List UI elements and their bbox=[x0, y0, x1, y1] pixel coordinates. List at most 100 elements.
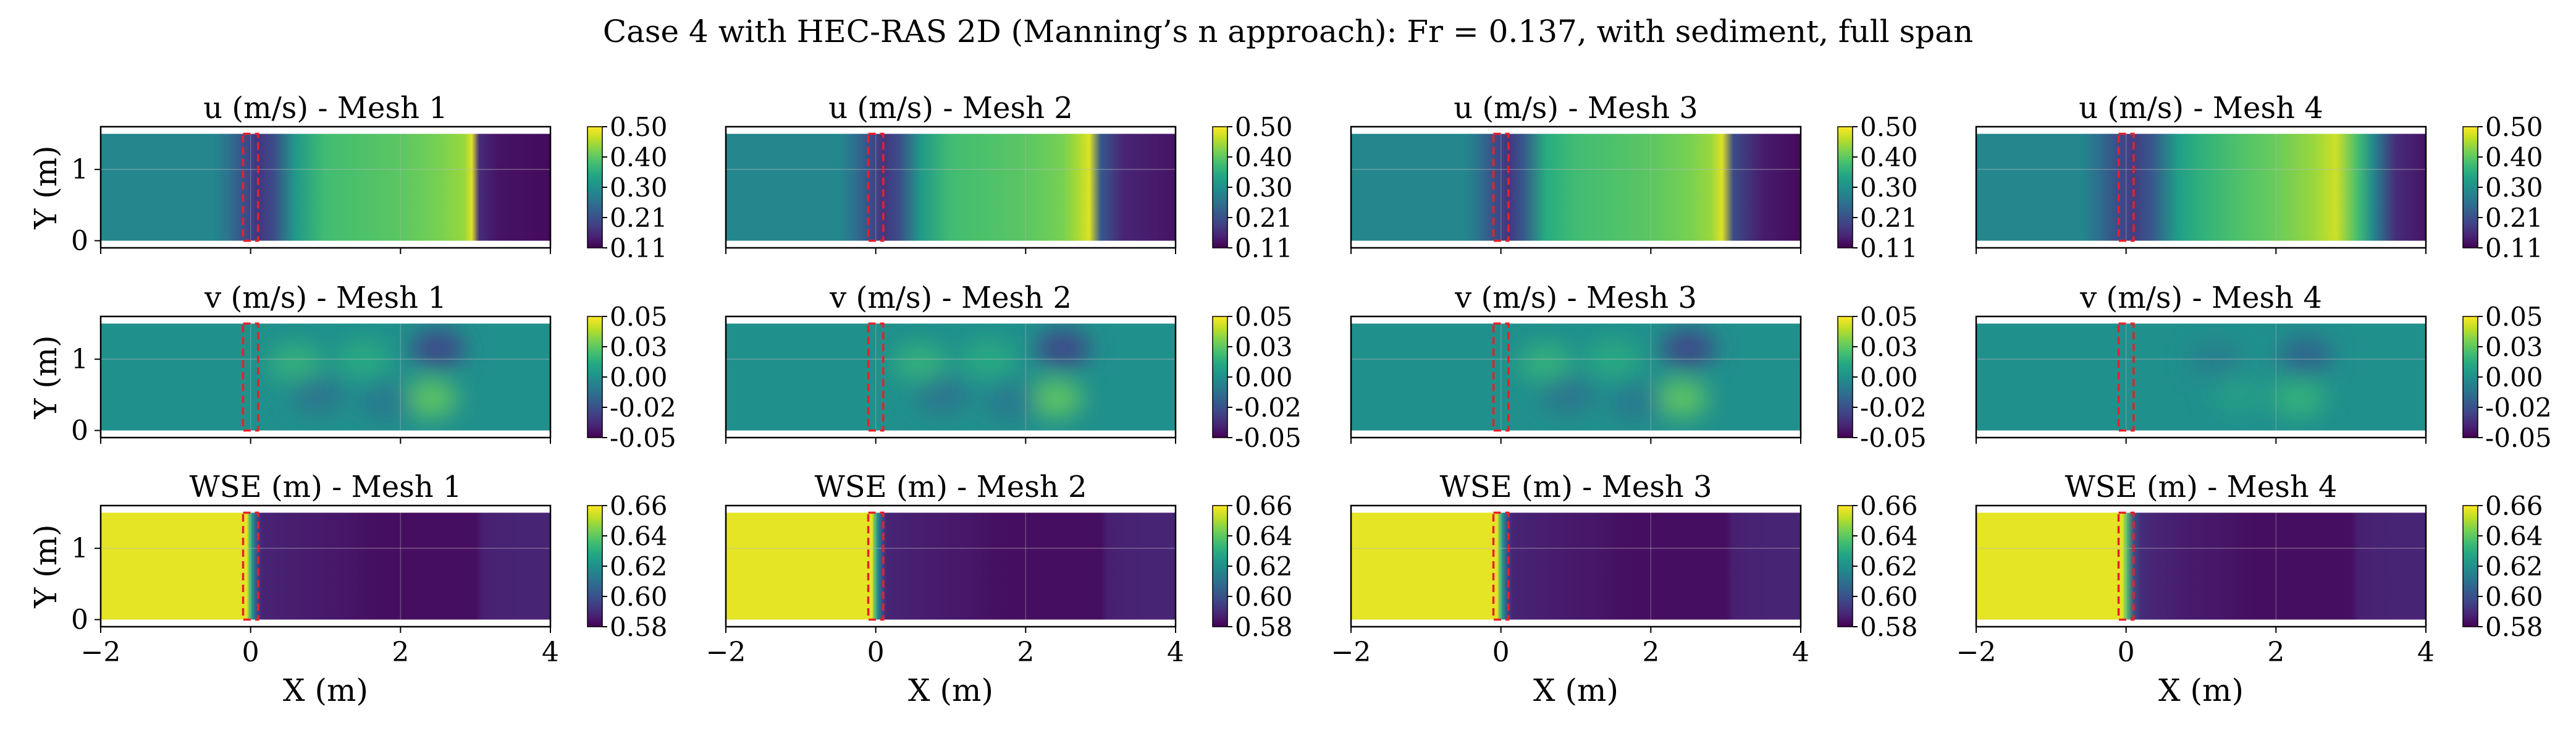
anomaly-layer bbox=[893, 329, 1090, 422]
heatmap-field bbox=[101, 323, 550, 431]
colorbar: 0.050.030.00-0.02-0.05 bbox=[1837, 302, 1927, 453]
heatmap-cells bbox=[1351, 134, 1801, 241]
colorbar-tick-label: -0.02 bbox=[1235, 392, 1302, 423]
colorbar-tick-label: 0.60 bbox=[610, 582, 668, 612]
x-tick-label: −2 bbox=[706, 637, 746, 668]
heatmap-anomaly bbox=[358, 382, 413, 422]
colorbar-tick-label: 0.40 bbox=[1235, 142, 1293, 172]
x-tick-label: 0 bbox=[242, 637, 259, 668]
axes-frame bbox=[1975, 315, 2427, 439]
heatmap-cells bbox=[1976, 323, 2426, 431]
heatmap-field bbox=[1976, 512, 2426, 620]
colorbar-tick-label: 0.64 bbox=[2485, 521, 2543, 551]
heatmap-anomaly bbox=[1541, 375, 1596, 415]
subplot-u-mesh-3: u (m/s) - Mesh 3 0.500.400.300.210.11 bbox=[1350, 91, 1918, 263]
heatmap-anomaly bbox=[2211, 375, 2266, 415]
x-tick-label: −2 bbox=[81, 637, 121, 668]
colorbar-tick-label: 0.66 bbox=[1235, 491, 1293, 521]
x-tick-label: −2 bbox=[1331, 637, 1371, 668]
heatmap-anomaly bbox=[291, 375, 345, 415]
y-tick-label: 1 bbox=[71, 344, 88, 375]
colorbar: 0.660.640.620.600.58 bbox=[1212, 491, 1293, 642]
heatmap-anomaly bbox=[1029, 379, 1083, 418]
heatmap-field bbox=[726, 323, 1176, 431]
colorbar-swatch bbox=[1837, 126, 1853, 248]
colorbar-tick-label: 0.00 bbox=[610, 362, 668, 392]
colorbar-tick-label: 0.58 bbox=[610, 612, 668, 642]
colorbar: 0.050.030.00-0.02-0.05 bbox=[587, 302, 676, 453]
axes-frame bbox=[99, 125, 552, 249]
element-outline-box bbox=[242, 132, 259, 242]
colorbar-swatch bbox=[1212, 505, 1228, 627]
colorbar-tick-label: -0.05 bbox=[2485, 423, 2552, 453]
element-outline-box bbox=[867, 322, 885, 432]
axes-frame bbox=[1975, 504, 2427, 628]
subplot-title: u (m/s) - Mesh 2 bbox=[828, 91, 1073, 125]
colorbar: 0.500.400.300.210.11 bbox=[1837, 112, 1918, 263]
colorbar-tick-label: 0.58 bbox=[1860, 612, 1918, 642]
anomaly-layer bbox=[1518, 329, 1715, 422]
colorbar-tick-label: 0.05 bbox=[1860, 302, 1918, 332]
colorbar-swatch bbox=[2462, 316, 2478, 438]
colorbar-swatch bbox=[587, 126, 603, 248]
x-axis-label: X (m) bbox=[2158, 672, 2244, 708]
colorbar-tick-label: 0.60 bbox=[2485, 582, 2543, 612]
heatmap-field bbox=[1351, 323, 1801, 431]
heatmap-anomaly bbox=[403, 379, 458, 418]
x-tick-label: 0 bbox=[867, 637, 885, 668]
colorbar-swatch bbox=[1212, 316, 1228, 438]
colorbar-tick-label: 0.62 bbox=[610, 551, 668, 582]
heatmap-anomaly bbox=[983, 382, 1038, 422]
colorbar-tick-label: 0.30 bbox=[1235, 172, 1293, 203]
colorbar-tick-label: 0.64 bbox=[1235, 521, 1293, 551]
heatmap-field bbox=[101, 134, 550, 241]
colorbar-tick-label: 0.40 bbox=[610, 142, 668, 172]
element-outline-box bbox=[1492, 132, 1510, 242]
colorbar: 0.050.030.00-0.02-0.05 bbox=[1212, 302, 1302, 453]
colorbar: 0.660.640.620.600.58 bbox=[587, 491, 668, 642]
subplot-title: WSE (m) - Mesh 3 bbox=[1439, 470, 1712, 504]
element-outline-box bbox=[2117, 322, 2135, 432]
heatmap-cells bbox=[1351, 512, 1801, 620]
subplot-v-mesh-3: v (m/s) - Mesh 3 0.050.030.00-0.02-0.05 bbox=[1350, 281, 1927, 453]
colorbar-tick-label: -0.05 bbox=[610, 423, 676, 453]
heatmap-anomaly bbox=[2279, 336, 2333, 375]
anomaly-layer bbox=[268, 329, 465, 422]
x-tick-label: 4 bbox=[1167, 637, 1184, 668]
colorbar-tick-label: 0.60 bbox=[1860, 582, 1918, 612]
subplot-u-mesh-4: u (m/s) - Mesh 4 0.500.400.300.210.11 bbox=[1975, 91, 2543, 263]
colorbar-tick-label: 0.40 bbox=[1860, 142, 1918, 172]
colorbar-swatch bbox=[1837, 505, 1853, 627]
axes-frame bbox=[725, 504, 1177, 628]
colorbar: 0.660.640.620.600.58 bbox=[1837, 491, 1918, 642]
colorbar-swatch bbox=[587, 316, 603, 438]
subplot-u-mesh-1: u (m/s) - Mesh 1 0 1Y (m) 0.500.400.300.210… bbox=[28, 91, 668, 263]
heatmap-anomaly bbox=[961, 339, 1016, 379]
colorbar-tick-label: 0.00 bbox=[2485, 362, 2543, 392]
colorbar-tick-label: 0.58 bbox=[1235, 612, 1293, 642]
axes-frame bbox=[1350, 125, 1802, 249]
colorbar-tick-label: 0.50 bbox=[1860, 112, 1918, 142]
colorbar-swatch bbox=[587, 505, 603, 627]
colorbar: 0.050.030.00-0.02-0.05 bbox=[2462, 302, 2552, 453]
heatmap-anomaly bbox=[2271, 379, 2326, 418]
colorbar: 0.500.400.300.210.11 bbox=[587, 112, 668, 263]
subplot-v-mesh-4: v (m/s) - Mesh 4 0.050.030.00-0.02-0.05 bbox=[1975, 281, 2552, 453]
subplot-title: WSE (m) - Mesh 2 bbox=[814, 470, 1087, 504]
heatmap-cells bbox=[1976, 512, 2426, 620]
heatmap-cells bbox=[726, 134, 1176, 241]
colorbar-tick-label: 0.66 bbox=[2485, 491, 2543, 521]
axes-frame bbox=[725, 125, 1177, 249]
heatmap-field bbox=[1351, 512, 1801, 620]
axes-frame bbox=[725, 315, 1177, 439]
heatmap-field bbox=[1976, 323, 2426, 431]
y-tick-label: 1 bbox=[71, 154, 88, 185]
y-tick-label: 0 bbox=[71, 225, 88, 256]
colorbar-tick-label: 0.50 bbox=[610, 112, 668, 142]
colorbar-tick-label: 0.21 bbox=[2485, 203, 2543, 233]
colorbar-tick-label: 0.30 bbox=[1860, 172, 1918, 203]
colorbar-tick-label: 0.00 bbox=[1235, 362, 1293, 392]
x-tick-label: 0 bbox=[2118, 637, 2135, 668]
subplot-title: v (m/s) - Mesh 4 bbox=[2079, 281, 2322, 315]
